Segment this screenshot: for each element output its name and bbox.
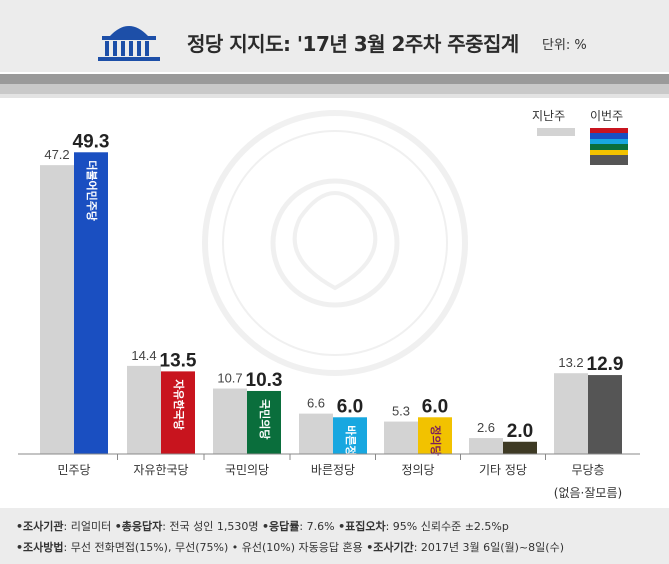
bar-curr: [503, 441, 537, 454]
x-tick-label: 정의당: [401, 463, 434, 477]
chart-title: 정당 지지도: '17년 3월 2주차 주중집계: [187, 32, 519, 56]
footer-key: •응답률: [262, 520, 300, 533]
footer-value: : 95% 신뢰수준 ±2.5%p: [385, 520, 509, 533]
bar-prev: [384, 421, 418, 454]
party-logo: 정의당: [429, 425, 443, 455]
bar-curr-label: 6.0: [337, 396, 363, 417]
x-tick-label: 국민의당: [225, 463, 269, 477]
bar-prev-label: 5.3: [392, 404, 410, 419]
bar-prev-label: 6.6: [307, 396, 325, 411]
x-tick-label: 바른정당: [311, 463, 355, 477]
x-tick-label: 무당층: [571, 463, 604, 477]
bar-curr-label: 49.3: [73, 131, 110, 152]
bar-curr: [74, 152, 108, 454]
bar-curr-label: 12.9: [587, 354, 624, 375]
footer-value: : 2017년 3월 6일(월)~8일(수): [413, 541, 565, 554]
party-logo: 더불어민주당: [85, 160, 99, 221]
legend-prev-label: 지난주: [532, 109, 565, 123]
party-logo: 바른정당: [344, 425, 358, 465]
bar-prev-label: 10.7: [217, 371, 242, 386]
watermark-seal: [202, 110, 468, 376]
legend-curr-swatch: [590, 128, 628, 165]
footer-value: : 무선 전화면접(15%), 무선(75%) • 유선(10%) 자동응답 혼…: [63, 541, 367, 554]
footer-value: : 리얼미터: [63, 520, 115, 533]
footer-key: •조사방법: [16, 541, 64, 554]
bar-prev: [299, 413, 333, 454]
footer-key: •조사기관: [16, 520, 64, 533]
legend: 지난주 이번주: [532, 109, 628, 165]
footer: •조사기관: 리얼미터 •총응답자: 전국 성인 1,530명 •응답률: 7.…: [0, 508, 669, 564]
divider-stripe: [0, 94, 669, 98]
bar-curr: [588, 375, 622, 454]
footer-key: •표집오차: [338, 520, 386, 533]
footer-line-1: •조사기관: 리얼미터 •총응답자: 전국 성인 1,530명 •응답률: 7.…: [16, 518, 509, 534]
bar-curr: [161, 371, 195, 454]
bar-chart: 47.2 49.3 더불어민주당 14.4 13.5 자유한국당 10.7 10.3 국민의당 6…: [18, 109, 640, 500]
title-area: 정당 지지도: '17년 3월 2주차 주중집계 단위: %: [0, 0, 669, 72]
party-logo: 국민의당: [258, 399, 272, 439]
bar-curr-label: 10.3: [246, 370, 283, 391]
divider-stripe: [0, 84, 669, 94]
bar-prev-label: 13.2: [558, 355, 583, 370]
legend-prev-swatch: [537, 128, 575, 136]
bar-curr: [333, 417, 367, 454]
footer-line-2: •조사방법: 무선 전화면접(15%), 무선(75%) • 유선(10%) 자…: [16, 539, 564, 555]
bar-prev: [127, 365, 161, 454]
divider-stripe: [0, 74, 669, 84]
legend-curr-label: 이번주: [590, 109, 623, 123]
party-logo: 자유한국당: [172, 379, 186, 430]
bar-curr-label: 13.5: [160, 350, 197, 371]
bar-prev: [469, 438, 503, 454]
bar-prev: [554, 373, 588, 454]
national-assembly-emblem-icon: [98, 26, 160, 61]
bar-prev-label: 2.6: [477, 420, 495, 435]
unit-label: 단위: %: [542, 38, 587, 53]
footer-value: : 전국 성인 1,530명: [162, 520, 263, 533]
bar-curr-label: 6.0: [422, 396, 448, 417]
bar-prev: [213, 388, 247, 454]
x-tick-label: 기타 정당: [479, 463, 527, 477]
x-tick-sublabel: (없음·잘모름): [554, 486, 622, 500]
bar-curr-label: 2.0: [507, 421, 533, 442]
footer-value: : 7.6%: [299, 520, 339, 533]
x-tick-label: 자유한국당: [133, 463, 188, 477]
bar-curr: [418, 417, 452, 454]
bar-curr: [247, 390, 281, 454]
bar-prev-label: 14.4: [131, 348, 156, 363]
x-tick-label: 민주당: [57, 463, 90, 477]
bar-prev-label: 47.2: [44, 147, 69, 162]
footer-key: •조사기간: [366, 541, 414, 554]
bar-prev: [40, 165, 74, 455]
footer-key: •총응답자: [114, 520, 163, 533]
